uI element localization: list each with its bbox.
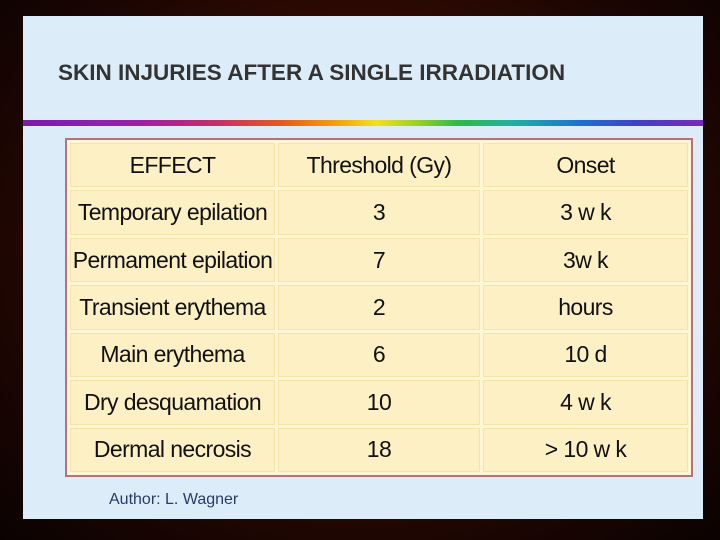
onset-cell: 3 w k (483, 190, 688, 235)
effect-cell: Temporary epilation (70, 190, 275, 235)
table-row: Transient erythema 2 hours (70, 285, 688, 330)
onset-cell: 10 d (483, 332, 688, 378)
onset-cell: 3w k (483, 237, 688, 283)
header-onset: Onset (483, 143, 688, 188)
effect-cell: Dry desquamation (70, 380, 275, 425)
table-row: Dermal necrosis 18 > 10 w k (70, 427, 688, 472)
onset-cell: > 10 w k (483, 427, 688, 472)
onset-cell: hours (483, 285, 688, 330)
injury-table: EFFECT Threshold (Gy) Onset Temporary ep… (67, 140, 691, 475)
table-row: Dry desquamation 10 4 w k (70, 380, 688, 425)
table-row: Main erythema 6 10 d (70, 332, 688, 378)
effect-cell: Dermal necrosis (70, 427, 275, 472)
table-row: Permament epilation 7 3w k (70, 237, 688, 283)
effect-cell: Main erythema (70, 332, 275, 378)
threshold-cell: 10 (278, 380, 480, 425)
threshold-cell: 18 (278, 427, 480, 472)
effect-cell: Transient erythema (70, 285, 275, 330)
threshold-cell: 3 (278, 190, 480, 235)
onset-cell: 4 w k (483, 380, 688, 425)
injury-table-container: EFFECT Threshold (Gy) Onset Temporary ep… (65, 138, 693, 477)
table-row: Temporary epilation 3 3 w k (70, 190, 688, 235)
threshold-cell: 2 (278, 285, 480, 330)
rainbow-divider (23, 120, 703, 126)
header-effect: EFFECT (70, 143, 275, 188)
table-header-row: EFFECT Threshold (Gy) Onset (70, 143, 688, 188)
effect-cell: Permament epilation (70, 237, 275, 283)
author-credit: Author: L. Wagner (109, 491, 239, 508)
slide-title: SKIN INJURIES AFTER A SINGLE IRRADIATION (58, 60, 566, 85)
header-threshold: Threshold (Gy) (278, 143, 480, 188)
threshold-cell: 6 (278, 332, 480, 378)
threshold-cell: 7 (278, 237, 480, 283)
